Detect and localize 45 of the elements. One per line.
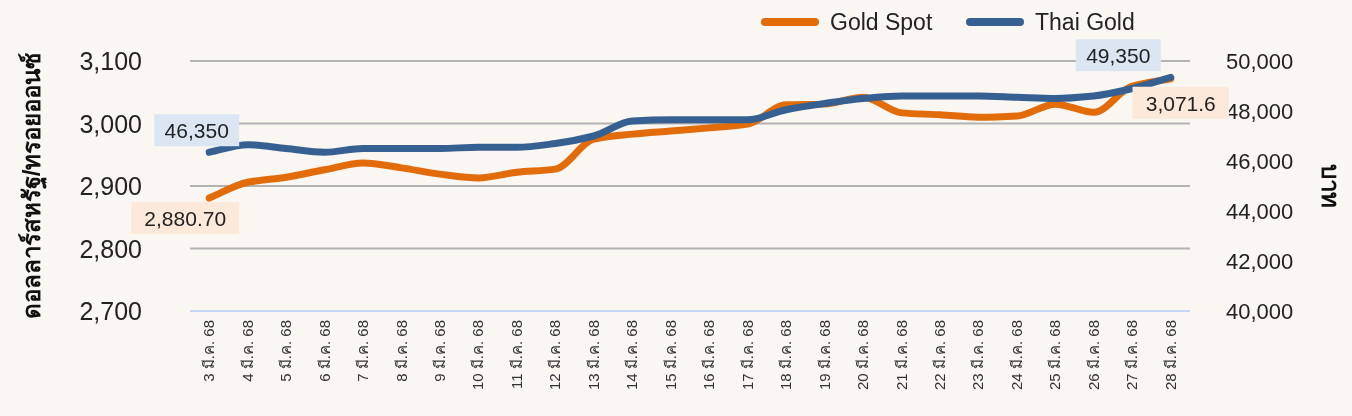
x-tick-label: 26 มี.ค. 68 <box>1084 320 1102 391</box>
x-tick-label: 21 มี.ค. 68 <box>892 320 910 391</box>
data-label: 3,071.6 <box>1145 91 1216 115</box>
y-tick-label: 2,800 <box>79 234 142 263</box>
y2-tick-label: 48,000 <box>1226 99 1294 124</box>
x-tick-label: 11 มี.ค. 68 <box>507 320 525 389</box>
x-tick-label: 13 มี.ค. 68 <box>584 320 602 391</box>
x-tick-label: 28 มี.ค. 68 <box>1161 320 1179 391</box>
y-tick-label: 2,700 <box>79 297 142 325</box>
x-tick-label: 12 มี.ค. 68 <box>546 320 564 391</box>
data-label: 49,350 <box>1086 44 1151 68</box>
x-tick-label: 15 มี.ค. 68 <box>661 320 679 391</box>
legend-label: Thai Gold <box>1035 9 1135 35</box>
x-tick-label: 24 มี.ค. 68 <box>1007 320 1025 391</box>
x-tick-label: 3 มี.ค. 68 <box>200 320 218 382</box>
x-tick-label: 16 มี.ค. 68 <box>700 320 718 391</box>
x-tick-label: 9 มี.ค. 68 <box>431 320 448 382</box>
x-tick-label: 4 มี.ค. 68 <box>238 320 256 382</box>
data-label: 2,880.70 <box>144 207 227 231</box>
y2-tick-label: 42,000 <box>1226 249 1294 274</box>
y-tick-label: 3,100 <box>79 47 142 75</box>
x-tick-label: 17 มี.ค. 68 <box>738 320 756 391</box>
x-tick-label: 22 มี.ค. 68 <box>931 320 948 391</box>
y-tick-label: 3,000 <box>79 109 142 138</box>
legend-label: Gold Spot <box>830 9 933 35</box>
x-tick-label: 10 มี.ค. 68 <box>469 320 487 391</box>
y2-tick-label: 46,000 <box>1226 149 1294 174</box>
y2-tick-label: 40,000 <box>1226 299 1294 324</box>
x-tick-label: 19 มี.ค. 68 <box>815 320 833 391</box>
y-axis-title: ดอลลาร์สหรัฐ/ทรอยออนซ์ <box>18 52 48 320</box>
x-tick-label: 8 มี.ค. 68 <box>392 320 410 382</box>
x-tick-label: 25 มี.ค. 68 <box>1046 320 1064 391</box>
x-tick-label: 14 มี.ค. 68 <box>623 320 641 391</box>
x-tick-label: 27 มี.ค. 68 <box>1123 320 1141 391</box>
x-tick-label: 7 มี.ค. 68 <box>354 320 372 382</box>
x-tick-label: 6 มี.ค. 68 <box>315 320 333 382</box>
x-tick-label: 23 มี.ค. 68 <box>969 320 987 391</box>
y2-tick-label: 44,000 <box>1226 199 1294 224</box>
data-label: 46,350 <box>164 119 229 143</box>
y2-tick-label: 50,000 <box>1226 49 1294 74</box>
y-tick-label: 2,900 <box>79 172 142 200</box>
x-tick-label: 20 มี.ค. 68 <box>854 320 872 391</box>
x-tick-label: 18 มี.ค. 68 <box>777 320 795 391</box>
y2-axis-title: บาท <box>1317 164 1344 208</box>
x-tick-label: 5 มี.ค. 68 <box>277 320 295 382</box>
